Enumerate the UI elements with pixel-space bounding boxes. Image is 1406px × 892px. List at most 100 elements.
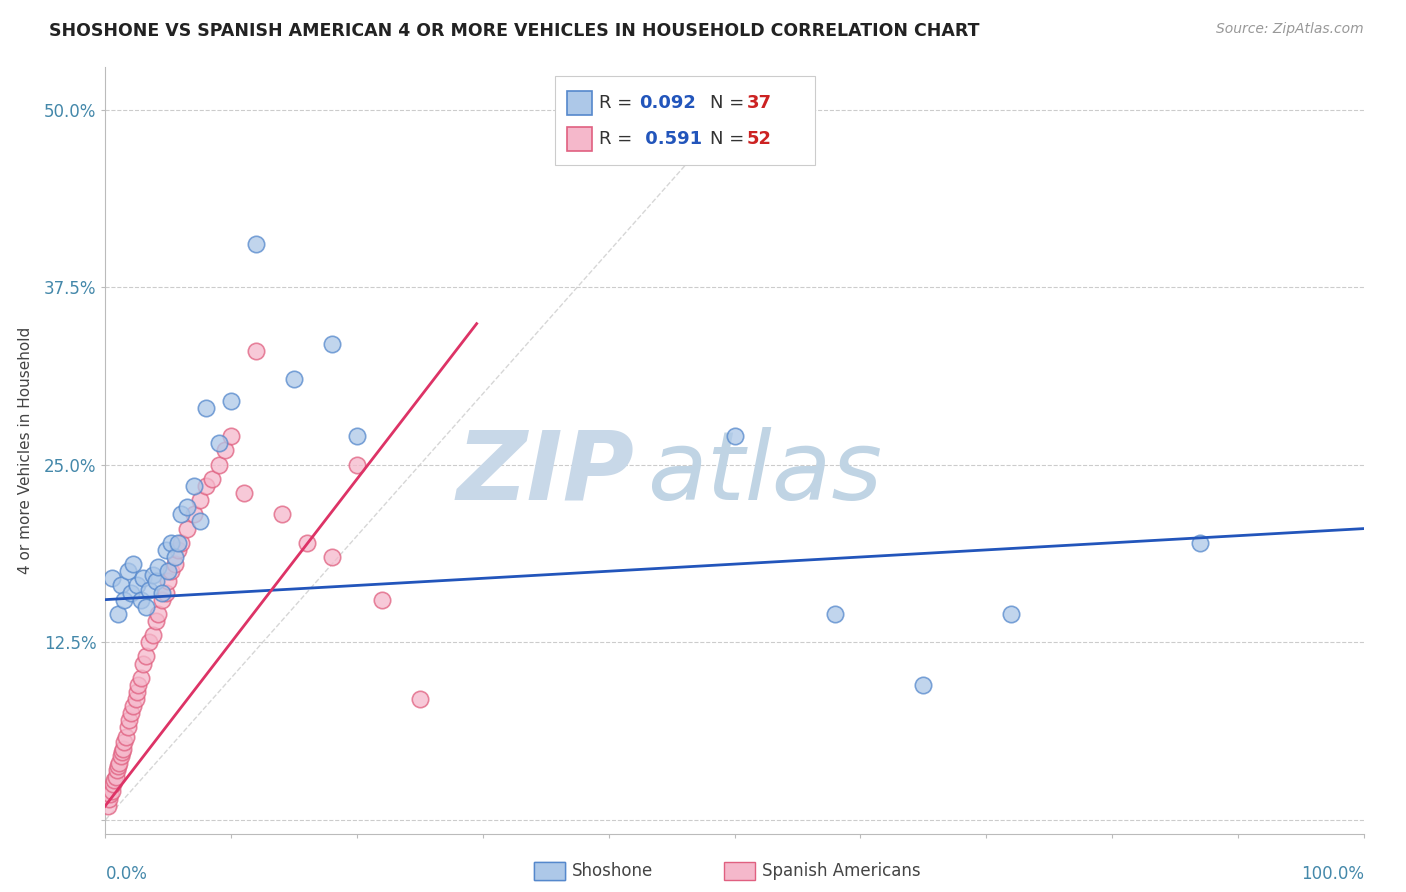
Point: [1189, 536, 1212, 550]
Text: 37: 37: [747, 94, 772, 112]
Bar: [568, 127, 592, 151]
Point: [138, 635, 160, 649]
Point: [245, 344, 267, 359]
Point: [142, 628, 165, 642]
Point: [321, 549, 343, 564]
Point: [170, 536, 193, 550]
Point: [120, 585, 142, 599]
Text: 0.092: 0.092: [638, 94, 696, 112]
Point: [148, 607, 170, 621]
Point: [114, 731, 136, 745]
Point: [270, 508, 292, 522]
Text: Source: ZipAtlas.com: Source: ZipAtlas.com: [1216, 22, 1364, 37]
Point: [125, 578, 148, 592]
Point: [120, 706, 142, 721]
Point: [125, 685, 148, 699]
Point: [124, 692, 146, 706]
Point: [118, 714, 141, 728]
Point: [112, 734, 135, 748]
Point: [138, 582, 160, 597]
Point: [98, 791, 121, 805]
Point: [160, 536, 183, 550]
Point: [150, 585, 173, 599]
Point: [232, 486, 254, 500]
Point: [167, 542, 190, 557]
Point: [170, 508, 193, 522]
Point: [283, 372, 305, 386]
Point: [135, 649, 157, 664]
Point: [163, 557, 186, 571]
Point: [409, 692, 432, 706]
Point: [132, 657, 155, 671]
Point: [183, 479, 205, 493]
Point: [321, 337, 343, 351]
Point: [346, 458, 368, 472]
Point: [176, 522, 198, 536]
Point: [157, 564, 180, 578]
Text: SHOSHONE VS SPANISH AMERICAN 4 OR MORE VEHICLES IN HOUSEHOLD CORRELATION CHART: SHOSHONE VS SPANISH AMERICAN 4 OR MORE V…: [49, 22, 980, 40]
Point: [912, 678, 935, 692]
Text: R =: R =: [599, 130, 638, 148]
Point: [122, 557, 145, 571]
Point: [219, 393, 242, 408]
Point: [111, 745, 134, 759]
Point: [112, 741, 135, 756]
Point: [195, 401, 218, 415]
Point: [127, 678, 149, 692]
Text: atlas: atlas: [647, 427, 882, 520]
Point: [188, 515, 211, 529]
Text: 0.0%: 0.0%: [105, 864, 148, 883]
Point: [122, 699, 145, 714]
Point: [150, 592, 173, 607]
Point: [117, 721, 139, 735]
Point: [142, 568, 165, 582]
Point: [188, 493, 211, 508]
Point: [295, 536, 318, 550]
Text: 100.0%: 100.0%: [1301, 864, 1364, 883]
Point: [129, 592, 152, 607]
Point: [104, 770, 127, 784]
Text: 0.591: 0.591: [638, 130, 702, 148]
Point: [371, 592, 394, 607]
Text: 52: 52: [747, 130, 772, 148]
Text: Shoshone: Shoshone: [572, 862, 654, 880]
Point: [110, 748, 132, 763]
Point: [157, 574, 180, 589]
Point: [214, 443, 236, 458]
Point: [112, 592, 135, 607]
Point: [129, 671, 152, 685]
Text: N =: N =: [710, 94, 749, 112]
Text: N =: N =: [710, 130, 749, 148]
Y-axis label: 4 or more Vehicles in Household: 4 or more Vehicles in Household: [18, 326, 32, 574]
Point: [346, 429, 368, 443]
Point: [103, 772, 125, 787]
Point: [110, 578, 132, 592]
Point: [97, 798, 120, 813]
Point: [100, 571, 122, 585]
Point: [155, 542, 177, 557]
Point: [201, 472, 224, 486]
Point: [148, 560, 170, 574]
Text: R =: R =: [599, 94, 638, 112]
Point: [107, 759, 129, 773]
Text: ZIP: ZIP: [456, 427, 634, 520]
Point: [145, 574, 167, 589]
Point: [145, 614, 167, 628]
Point: [208, 458, 231, 472]
Point: [105, 763, 128, 777]
Point: [163, 549, 186, 564]
Point: [167, 536, 190, 550]
Point: [135, 599, 157, 614]
Point: [1000, 607, 1022, 621]
Text: Spanish Americans: Spanish Americans: [762, 862, 921, 880]
Point: [824, 607, 846, 621]
Point: [219, 429, 242, 443]
Point: [100, 784, 122, 798]
Point: [723, 429, 745, 443]
Point: [107, 607, 129, 621]
Point: [155, 585, 177, 599]
Point: [245, 237, 267, 252]
Point: [101, 777, 124, 791]
Bar: [568, 91, 592, 115]
Point: [132, 571, 155, 585]
